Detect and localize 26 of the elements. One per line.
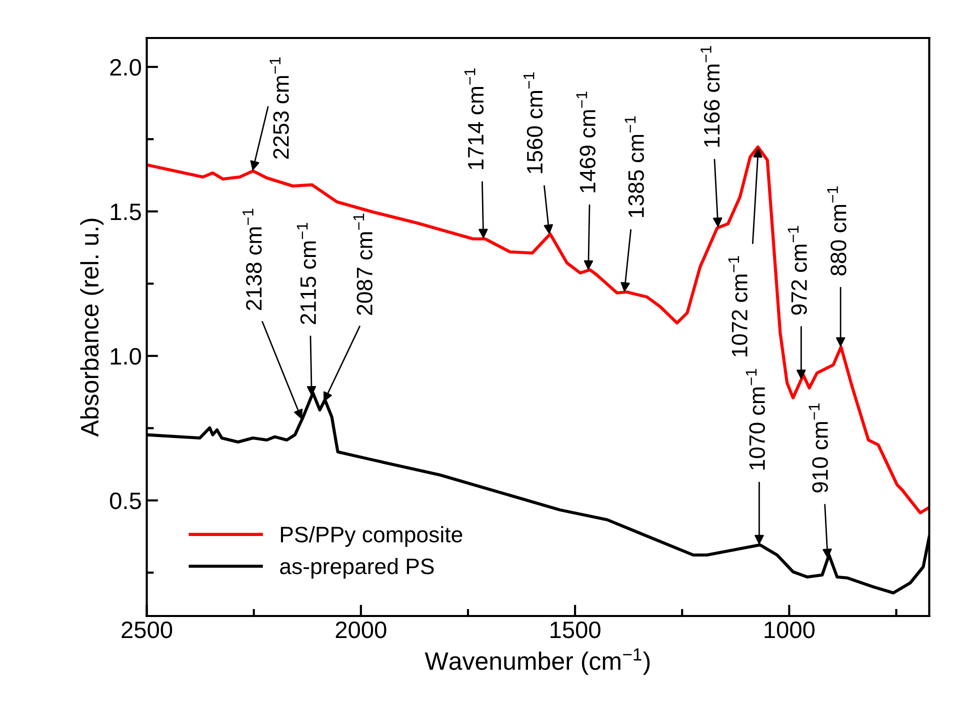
annotation: 1166 cm$^{−1}$ xyxy=(700,46,720,147)
legend-label: as-prepared PS xyxy=(280,558,434,579)
annotation: 2138 cm$^{−1}$ xyxy=(242,208,262,310)
x-axis-title: Wavenumber (cm$^{−1}$) xyxy=(424,648,650,675)
legend-label: PS/PPy composite xyxy=(280,526,462,547)
annotation: 1072 cm$^{−1}$ xyxy=(728,256,748,356)
annotation: 1714 cm$^{−1}$ xyxy=(464,68,484,170)
annotation: 2115 cm$^{−1}$ xyxy=(296,222,316,324)
annotation: 1070 cm$^{−1}$ xyxy=(746,368,765,470)
x-tick-label: 1500 xyxy=(550,621,600,638)
annotation: 1560 cm$^{−1}$ xyxy=(523,72,543,174)
annotation: 2087 cm$^{−1}$ xyxy=(353,214,372,315)
annotation: 910 cm$^{−1}$ xyxy=(808,403,828,492)
x-tick-label: 2500 xyxy=(122,621,172,638)
y-tick-label: 1.0 xyxy=(110,348,141,365)
x-tick-label: 2000 xyxy=(336,621,386,638)
y-tick-label: 2.0 xyxy=(110,58,141,76)
x-tick-label: 1000 xyxy=(764,621,815,638)
annotation: 880 cm$^{−1}$ xyxy=(827,186,846,276)
annotation: 2253 cm$^{−1}$ xyxy=(270,57,289,159)
annotation: 1469 cm$^{−1}$ xyxy=(576,92,596,192)
annotation: 972 cm$^{−1}$ xyxy=(788,226,807,315)
annotation: 1385 cm$^{−1}$ xyxy=(624,116,644,218)
y-axis-title: Absorbance (rel. u.) xyxy=(80,218,104,437)
y-tick-label: 0.5 xyxy=(110,492,141,510)
y-tick-label: 1.5 xyxy=(110,204,141,220)
